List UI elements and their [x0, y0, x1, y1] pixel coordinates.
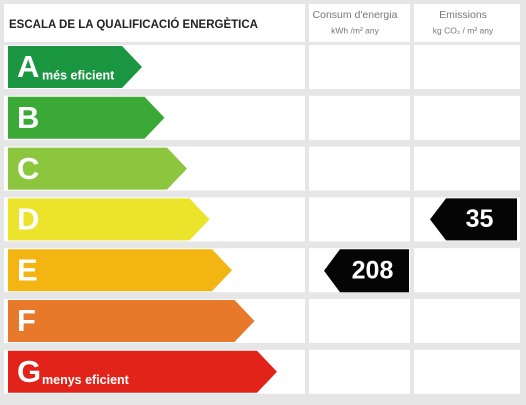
rating-letter: C: [17, 151, 39, 186]
row-cell: [309, 45, 410, 89]
column-title: Consum d'energia: [313, 9, 398, 21]
rating-marker: [324, 249, 409, 293]
row-cell: [414, 146, 520, 191]
header-cell: [414, 4, 520, 42]
title: ESCALA DE LA QUALIFICACIÓ ENERGÈTICA: [9, 18, 258, 31]
row-cell: [414, 248, 520, 293]
rating-letter: B: [17, 100, 39, 135]
rating-arrow: [8, 350, 277, 393]
rating-label: més eficient: [42, 68, 115, 82]
row-cell: [309, 95, 410, 140]
rating-arrow: [8, 147, 187, 190]
row-cell: [309, 349, 410, 394]
rating-letter: E: [17, 252, 38, 287]
header-cell: [309, 4, 410, 42]
rating-marker: [430, 198, 517, 241]
rating-arrow: [8, 198, 210, 241]
header-cell: [4, 4, 305, 42]
column-unit: kg CO₂ / m² any: [433, 25, 494, 35]
rating-letter: A: [17, 49, 39, 84]
row-cell: [309, 197, 410, 242]
row-cell: [414, 95, 520, 140]
column-title: Emissions: [439, 9, 487, 21]
column-unit: kWh /m² any: [331, 25, 379, 35]
row-cell: [414, 45, 520, 89]
rating-value: 35: [466, 205, 494, 233]
rating-value: 208: [352, 256, 394, 284]
rating-letter: G: [17, 354, 41, 389]
rating-label: menys eficient: [42, 373, 130, 387]
rating-letter: D: [17, 202, 39, 237]
row-cell: [309, 146, 410, 191]
rating-arrow: [8, 249, 232, 292]
row-cell: [309, 299, 410, 343]
rating-arrow: [8, 300, 255, 342]
rating-letter: F: [17, 303, 36, 338]
rating-arrow: [8, 96, 165, 139]
rating-arrow: [8, 46, 142, 88]
row-cell: [414, 349, 520, 394]
row-cell: [414, 299, 520, 343]
